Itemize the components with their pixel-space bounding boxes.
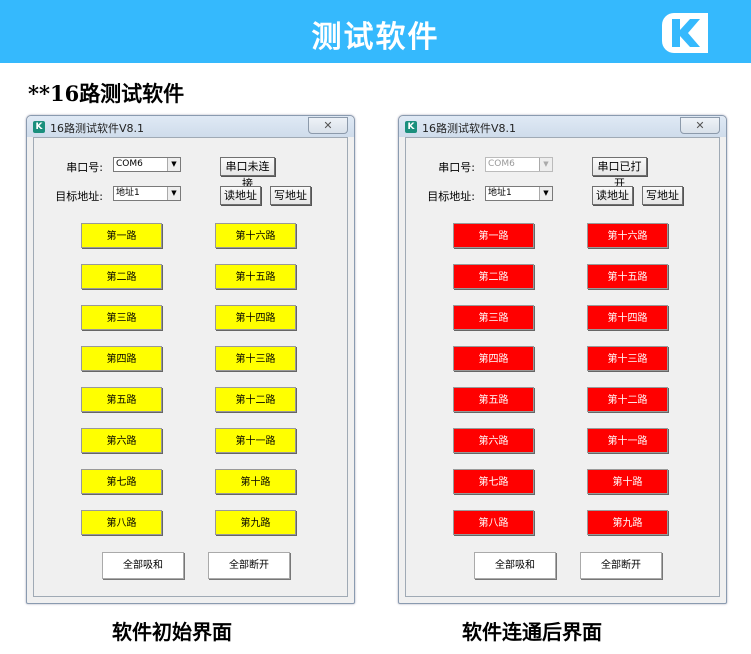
banner: 测试软件 — [0, 0, 751, 63]
address-select[interactable]: 地址1 ▼ — [113, 186, 181, 201]
write-address-button[interactable]: 写地址 — [642, 186, 683, 205]
close-button[interactable]: ✕ — [308, 117, 348, 134]
channel-button[interactable]: 第八路 — [81, 510, 162, 535]
channel-button[interactable]: 第五路 — [81, 387, 162, 412]
address-value: 地址1 — [488, 188, 512, 198]
port-select[interactable]: COM6 ▼ — [113, 157, 181, 172]
chevron-down-icon: ▼ — [167, 158, 180, 171]
subtitle: **16路测试软件 — [28, 81, 185, 106]
port-label: 串口号: — [66, 161, 103, 174]
channel-button[interactable]: 第二路 — [453, 264, 534, 289]
app-icon: K — [405, 121, 417, 133]
channel-button[interactable]: 第二路 — [81, 264, 162, 289]
channel-button[interactable]: 第十二路 — [215, 387, 296, 412]
channel-button[interactable]: 第十五路 — [215, 264, 296, 289]
chevron-down-icon: ▼ — [539, 187, 552, 200]
channel-button[interactable]: 第十路 — [215, 469, 296, 494]
caption: 软件初始界面 — [112, 620, 232, 644]
channel-button[interactable]: 第六路 — [81, 428, 162, 453]
channel-button[interactable]: 第一路 — [81, 223, 162, 248]
channel-button[interactable]: 第八路 — [453, 510, 534, 535]
channel-button[interactable]: 第十四路 — [587, 305, 668, 330]
app-icon: K — [33, 121, 45, 133]
connect-button[interactable]: 串口已打开 — [592, 157, 647, 190]
window-title: 16路测试软件V8.1 — [50, 122, 145, 135]
window-title: 16路测试软件V8.1 — [422, 122, 517, 135]
channel-button[interactable]: 第七路 — [81, 469, 162, 494]
channel-button[interactable]: 第十二路 — [587, 387, 668, 412]
channel-button[interactable]: 第十三路 — [215, 346, 296, 371]
channel-button[interactable]: 第一路 — [453, 223, 534, 248]
channel-button[interactable]: 第五路 — [453, 387, 534, 412]
channel-button[interactable]: 第十一路 — [587, 428, 668, 453]
all-on-button[interactable]: 全部吸和 — [102, 552, 184, 579]
all-off-button[interactable]: 全部断开 — [208, 552, 290, 579]
channel-button[interactable]: 第三路 — [453, 305, 534, 330]
title-bar: K 16路测试软件V8.1 ✕ — [27, 116, 354, 137]
channel-button[interactable]: 第九路 — [215, 510, 296, 535]
port-label: 串口号: — [438, 161, 475, 174]
app-window: K 16路测试软件V8.1 ✕ 串口号: COM6 ▼ 串口已打开 目标地址: 地… — [398, 115, 727, 604]
channel-button[interactable]: 第四路 — [453, 346, 534, 371]
channel-button[interactable]: 第十六路 — [587, 223, 668, 248]
caption: 软件连通后界面 — [462, 620, 602, 644]
channel-button[interactable]: 第十路 — [587, 469, 668, 494]
port-value: COM6 — [488, 159, 515, 169]
all-on-button[interactable]: 全部吸和 — [474, 552, 556, 579]
channel-button[interactable]: 第十三路 — [587, 346, 668, 371]
address-value: 地址1 — [116, 188, 140, 198]
app-window: K 16路测试软件V8.1 ✕ 串口号: COM6 ▼ 串口未连接 目标地址: 地… — [26, 115, 355, 604]
read-address-button[interactable]: 读地址 — [220, 186, 261, 205]
port-select: COM6 ▼ — [485, 157, 553, 172]
chevron-down-icon: ▼ — [539, 158, 552, 171]
banner-title: 测试软件 — [311, 20, 440, 55]
channel-button[interactable]: 第十一路 — [215, 428, 296, 453]
write-address-button[interactable]: 写地址 — [270, 186, 311, 205]
close-button[interactable]: ✕ — [680, 117, 720, 134]
k-logo-icon — [662, 13, 708, 53]
channel-button[interactable]: 第七路 — [453, 469, 534, 494]
channel-button[interactable]: 第十四路 — [215, 305, 296, 330]
channel-button[interactable]: 第十六路 — [215, 223, 296, 248]
chevron-down-icon: ▼ — [167, 187, 180, 200]
channel-button[interactable]: 第九路 — [587, 510, 668, 535]
all-off-button[interactable]: 全部断开 — [580, 552, 662, 579]
address-label: 目标地址: — [427, 190, 475, 203]
channel-button[interactable]: 第六路 — [453, 428, 534, 453]
title-bar: K 16路测试软件V8.1 ✕ — [399, 116, 726, 137]
connect-button[interactable]: 串口未连接 — [220, 157, 275, 190]
port-value: COM6 — [116, 159, 143, 169]
channel-button[interactable]: 第三路 — [81, 305, 162, 330]
address-select[interactable]: 地址1 ▼ — [485, 186, 553, 201]
read-address-button[interactable]: 读地址 — [592, 186, 633, 205]
address-label: 目标地址: — [55, 190, 103, 203]
channel-button[interactable]: 第十五路 — [587, 264, 668, 289]
channel-button[interactable]: 第四路 — [81, 346, 162, 371]
